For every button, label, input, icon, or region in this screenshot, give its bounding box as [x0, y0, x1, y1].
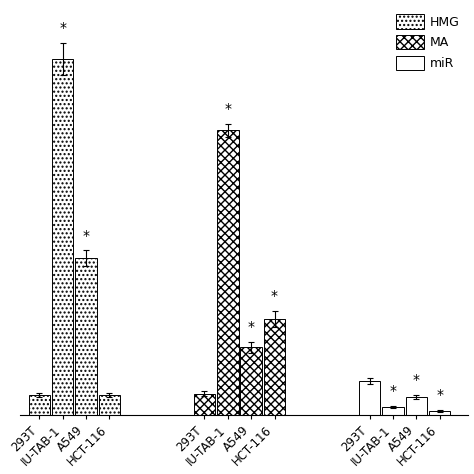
Bar — [359, 381, 381, 415]
Text: *: * — [248, 320, 255, 334]
Bar — [429, 410, 450, 415]
Text: *: * — [59, 21, 66, 35]
Bar — [382, 407, 404, 415]
Bar — [240, 347, 262, 415]
Legend: HMG, MA, miR: HMG, MA, miR — [393, 12, 462, 73]
Bar — [99, 395, 120, 415]
Bar — [217, 130, 238, 415]
Text: *: * — [390, 384, 397, 398]
Text: *: * — [82, 228, 90, 243]
Text: *: * — [413, 373, 420, 387]
Bar — [28, 395, 50, 415]
Text: *: * — [224, 102, 231, 116]
Bar — [75, 258, 97, 415]
Bar — [194, 393, 215, 415]
Bar — [264, 319, 285, 415]
Text: *: * — [271, 289, 278, 303]
Text: *: * — [436, 388, 443, 401]
Bar — [406, 397, 427, 415]
Bar — [52, 59, 73, 415]
